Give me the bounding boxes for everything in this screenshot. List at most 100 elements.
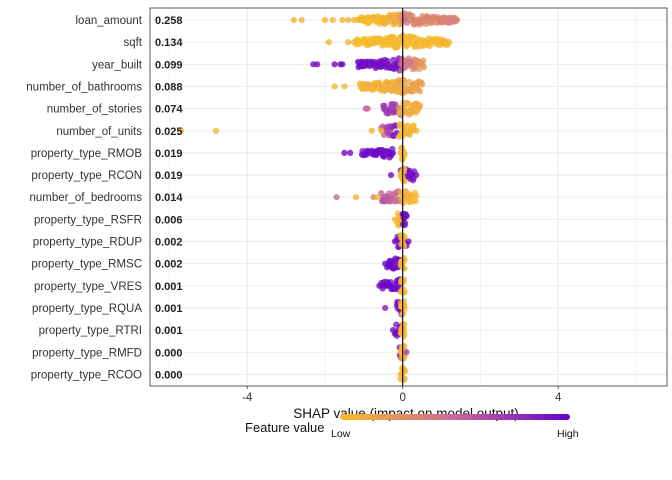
shap-point <box>412 197 419 204</box>
shap-point <box>339 16 346 24</box>
shap-point <box>389 150 397 157</box>
x-tick-label: 4 <box>555 392 562 404</box>
importance-value: 0.002 <box>155 259 183 271</box>
feature-row-number_of_stories <box>362 99 424 118</box>
feature-label: property_type_RTRI <box>39 325 142 337</box>
shap-point <box>352 194 360 201</box>
shap-point <box>420 64 428 71</box>
shap-point <box>329 16 336 24</box>
legend-title: Feature value <box>245 420 325 435</box>
importance-value: 0.099 <box>155 59 183 71</box>
shap-point <box>419 81 426 88</box>
legend-color-bar <box>340 414 570 420</box>
legend-low-label: Low <box>331 428 351 440</box>
importance-labels: 0.258 0.134 0.099 0.088 0.074 0.025 0.019 0.019… <box>155 15 183 381</box>
feature-label: property_type_RCON <box>31 170 142 182</box>
importance-value: 0.000 <box>155 369 183 381</box>
importance-value: 0.002 <box>155 237 183 249</box>
shap-point <box>321 16 328 24</box>
shap-point <box>290 16 297 24</box>
panel-border <box>149 7 668 387</box>
importance-value: 0.014 <box>155 192 183 204</box>
feature-row-number_of_bedrooms <box>333 188 420 206</box>
shap-point <box>384 57 391 64</box>
shap-point <box>417 102 424 109</box>
feature-label: property_type_RMFD <box>32 347 142 359</box>
feature-label: property_type_RDUP <box>33 237 143 249</box>
shap-point <box>376 282 383 289</box>
shap-point <box>347 149 354 156</box>
shap-point <box>391 238 398 245</box>
feature-label: number_of_bathrooms <box>26 81 142 93</box>
shap-point <box>213 127 220 134</box>
feature-label: number_of_units <box>56 126 142 138</box>
shap-point <box>341 149 348 156</box>
shap-point <box>446 39 453 46</box>
shap-point <box>378 127 385 134</box>
feature-row-property_type_RSFR <box>391 210 410 229</box>
shap-point <box>341 83 348 90</box>
importance-value: 0.258 <box>155 15 183 27</box>
feature-label: property_type_RMOB <box>31 148 143 160</box>
importance-value: 0.074 <box>155 104 183 116</box>
shap-point <box>403 213 410 220</box>
legend-high-label: High <box>557 428 579 440</box>
shap-point <box>401 368 409 375</box>
importance-value: 0.000 <box>155 347 183 359</box>
shap-point <box>331 83 338 90</box>
shap-point <box>374 194 381 201</box>
shap-point <box>298 16 305 24</box>
shap-point <box>389 327 397 334</box>
importance-value: 0.006 <box>155 214 183 226</box>
shap-point <box>325 39 332 46</box>
shap-point <box>402 219 409 227</box>
shap-point <box>400 276 407 283</box>
shap-point <box>387 171 395 179</box>
importance-value: 0.019 <box>155 148 183 160</box>
feature-label: property_type_RQUA <box>32 303 142 315</box>
feature-label: year_built <box>92 59 143 71</box>
feature-label: property_type_VRES <box>34 281 142 293</box>
shap-point <box>351 39 358 46</box>
x-tick-label: 0 <box>399 392 405 404</box>
shap-point <box>333 194 340 201</box>
shap-point <box>413 192 420 199</box>
importance-value: 0.001 <box>155 281 183 293</box>
shap-point <box>364 105 371 112</box>
feature-label: loan_amount <box>76 15 143 27</box>
importance-value: 0.001 <box>155 325 183 337</box>
feature-row-year_built <box>310 55 428 74</box>
feature-row-sqft <box>325 32 453 51</box>
feature-row-property_type_RMOB <box>341 144 408 163</box>
shap-point <box>345 39 352 46</box>
shap-point <box>314 61 321 68</box>
x-axis-ticks: -4 0 4 <box>242 386 562 404</box>
data-points <box>178 10 461 384</box>
feature-label: sqft <box>123 37 142 49</box>
feature-label: property_type_RMSC <box>31 259 142 271</box>
shap-point <box>403 349 410 356</box>
feature-row-loan_amount <box>290 10 461 28</box>
shap-point <box>454 16 461 23</box>
feature-label: property_type_RSFR <box>34 214 142 226</box>
shap-point <box>405 238 412 245</box>
importance-value: 0.025 <box>155 126 183 138</box>
shap-point <box>178 127 185 134</box>
x-tick-label: -4 <box>242 392 253 404</box>
shap-point <box>410 122 417 129</box>
shap-point <box>331 61 338 68</box>
importance-value: 0.088 <box>155 81 183 93</box>
feature-label: property_type_RCOO <box>31 369 142 381</box>
shap-point <box>382 260 389 267</box>
feature-label: number_of_bedrooms <box>29 192 142 204</box>
shap-point <box>391 216 398 223</box>
color-legend: Feature value Low High <box>245 414 579 440</box>
shap-point <box>413 127 420 134</box>
shap-point <box>339 61 346 68</box>
shap-point <box>382 304 389 312</box>
shap-point <box>413 171 420 179</box>
shap-point <box>405 100 412 107</box>
importance-value: 0.001 <box>155 303 183 315</box>
